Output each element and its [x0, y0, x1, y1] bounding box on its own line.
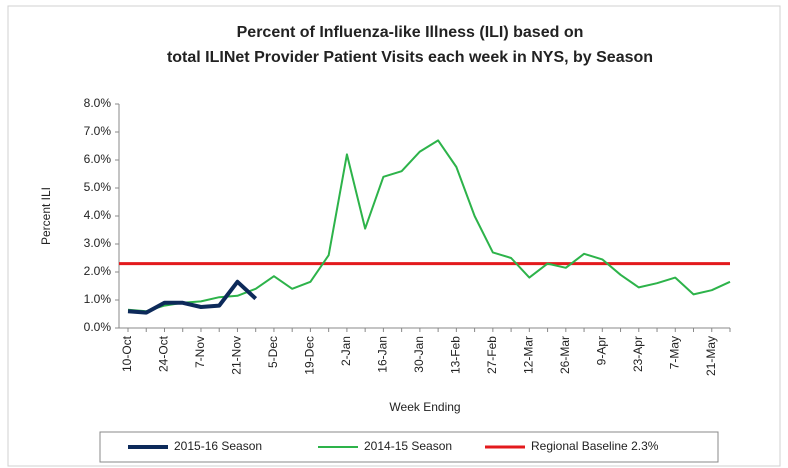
legend-label: Regional Baseline 2.3% — [531, 439, 659, 453]
x-axis-label: Week Ending — [389, 400, 460, 414]
x-tick-label: 30-Jan — [412, 336, 426, 373]
y-tick-label: 4.0% — [84, 208, 112, 222]
x-tick-label: 9-Apr — [594, 336, 608, 365]
y-tick-label: 2.0% — [84, 264, 112, 278]
legend-box — [99, 431, 719, 463]
x-tick-label: 12-Mar — [522, 336, 536, 374]
y-tick-label: 5.0% — [84, 180, 112, 194]
legend-label: 2015-16 Season — [174, 439, 262, 453]
y-tick-label: 3.0% — [84, 236, 112, 250]
y-tick-label: 7.0% — [84, 124, 112, 138]
y-tick-label: 0.0% — [84, 320, 112, 334]
x-tick-label: 26-Mar — [558, 336, 572, 374]
series-line — [127, 139, 731, 313]
x-tick-label: 21-May — [704, 336, 718, 376]
y-tick-label: 1.0% — [84, 292, 112, 306]
x-tick-label: 19-Dec — [303, 336, 317, 375]
x-tick-label: 2-Jan — [339, 336, 353, 366]
frame — [7, 5, 781, 467]
x-tick-label: 27-Feb — [485, 336, 499, 374]
x-tick-label: 10-Oct — [120, 335, 134, 372]
x-tick-label: 7-Nov — [193, 336, 207, 368]
x-tick-label: 24-Oct — [157, 335, 171, 372]
y-tick-label: 8.0% — [84, 96, 112, 110]
x-tick-label: 16-Jan — [376, 336, 390, 373]
x-tick-label: 13-Feb — [449, 336, 463, 374]
chart-title: total ILINet Provider Patient Visits eac… — [167, 49, 653, 66]
chart-title: Percent of Influenza-like Illness (ILI) … — [237, 24, 584, 41]
x-tick-label: 7-May — [667, 336, 681, 369]
y-axis-label: Percent ILI — [39, 187, 53, 245]
x-tick-label: 5-Dec — [266, 336, 280, 368]
legend-label: 2014-15 Season — [364, 439, 452, 453]
x-tick-label: 21-Nov — [230, 336, 244, 375]
y-tick-label: 6.0% — [84, 152, 112, 166]
x-tick-label: 23-Apr — [631, 336, 645, 372]
series-line — [127, 279, 258, 315]
